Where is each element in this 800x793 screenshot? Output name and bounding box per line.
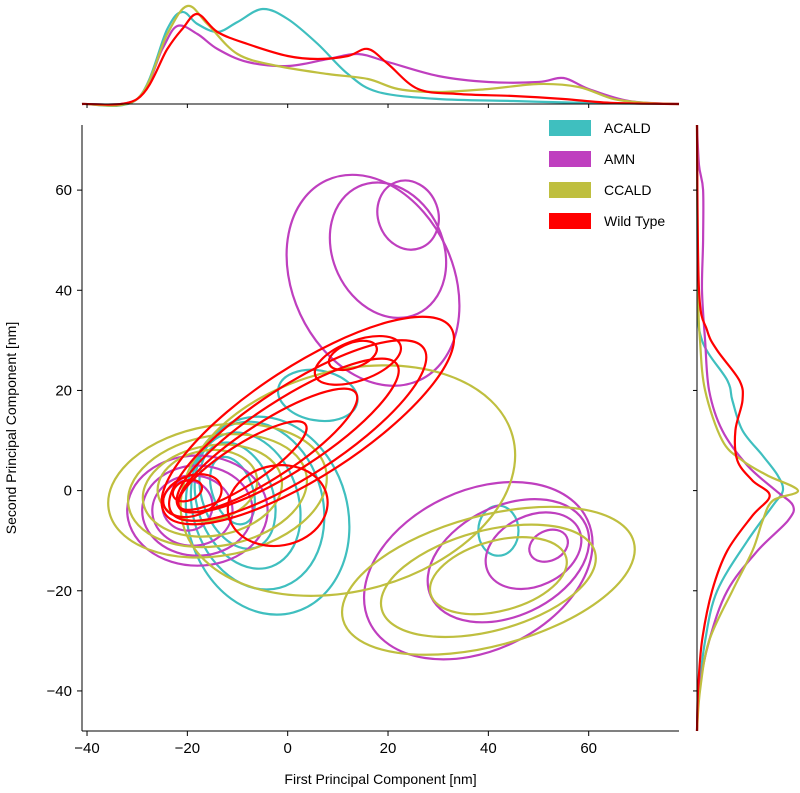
contour-ccald-8 bbox=[428, 536, 568, 616]
contour-amn-10 bbox=[484, 511, 583, 591]
axes-layer: −40 −20 0 20 40 60 −40 −20 0 20 40 60 bbox=[47, 103, 698, 757]
contour-ccald-2 bbox=[126, 433, 309, 549]
legend-swatch-wild-type bbox=[549, 213, 591, 229]
contour-amn-11 bbox=[528, 528, 569, 563]
contour-ccald-5 bbox=[179, 364, 517, 597]
contour-wild-type-9 bbox=[327, 339, 378, 372]
contour-wild-type-7 bbox=[171, 478, 204, 503]
y-tick-label: 40 bbox=[55, 282, 72, 299]
legend: ACALD AMN CCALD Wild Type bbox=[549, 120, 665, 229]
right-marginal-density bbox=[695, 124, 800, 732]
main-contour-plot bbox=[107, 173, 636, 661]
marginal-x-acald bbox=[81, 7, 680, 107]
contour-amn-8 bbox=[362, 480, 594, 661]
legend-label-ccald: CCALD bbox=[604, 182, 651, 198]
contour-wild-type-5 bbox=[177, 420, 308, 512]
legend-label-wild-type: Wild Type bbox=[604, 213, 665, 229]
y-tick-label: −20 bbox=[47, 583, 72, 600]
contour-amn-7 bbox=[376, 179, 440, 251]
x-tick-label: 0 bbox=[284, 740, 292, 757]
marginal-y-acald bbox=[695, 124, 785, 732]
contour-wild-type-10 bbox=[226, 464, 329, 548]
contour-wild-type-6 bbox=[162, 473, 223, 519]
contour-ccald-7 bbox=[379, 523, 597, 639]
contour-ccald-1 bbox=[107, 422, 328, 559]
contour-wild-type-8 bbox=[313, 334, 403, 386]
legend-swatch-ccald bbox=[549, 182, 591, 198]
marginal-x-wild-type bbox=[81, 12, 680, 106]
x-tick-label: −40 bbox=[74, 740, 99, 757]
marginal-x-amn bbox=[81, 24, 680, 106]
contour-amn-6 bbox=[328, 181, 448, 319]
x-tick-label: 40 bbox=[480, 740, 497, 757]
legend-swatch-acald bbox=[549, 120, 591, 136]
marginal-y-ccald bbox=[695, 124, 800, 732]
y-tick-label: 0 bbox=[64, 483, 72, 500]
x-tick-label: −20 bbox=[175, 740, 200, 757]
x-axis-label: First Principal Component [nm] bbox=[284, 771, 476, 787]
legend-label-amn: AMN bbox=[604, 151, 635, 167]
y-tick-label: 20 bbox=[55, 382, 72, 399]
contour-layer bbox=[107, 173, 636, 661]
contour-amn-5 bbox=[285, 173, 461, 387]
legend-swatch-amn bbox=[549, 151, 591, 167]
top-marginal-density bbox=[81, 4, 680, 107]
marginal-x-ccald bbox=[81, 4, 680, 107]
y-tick-label: 60 bbox=[55, 182, 72, 199]
y-tick-label: −40 bbox=[47, 683, 72, 700]
legend-label-acald: ACALD bbox=[604, 120, 651, 136]
marginal-y-wild-type bbox=[695, 124, 771, 732]
x-tick-label: 20 bbox=[380, 740, 397, 757]
contour-wild-type-1 bbox=[160, 315, 456, 526]
contour-ccald-6 bbox=[340, 505, 636, 656]
contour-wild-type-2 bbox=[168, 339, 428, 522]
x-tick-label: 60 bbox=[580, 740, 597, 757]
y-axis-label: Second Principal Component [nm] bbox=[3, 322, 19, 534]
marginal-y-amn bbox=[695, 124, 795, 732]
